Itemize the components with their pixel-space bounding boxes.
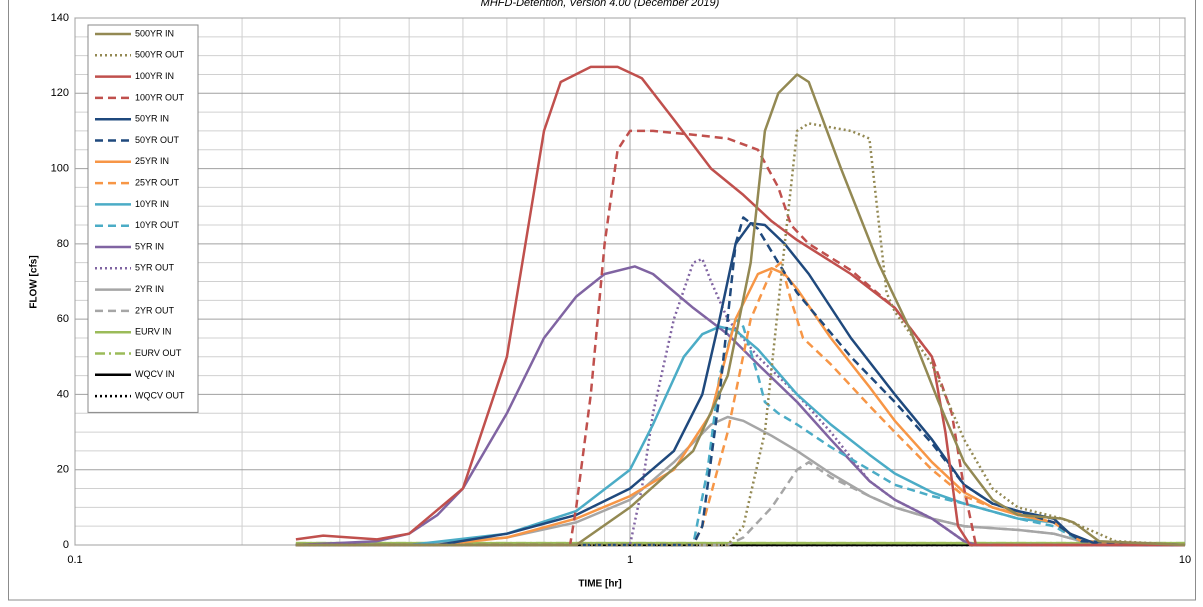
y-axis-label: FLOW [cfs] (29, 255, 40, 308)
legend-label: 500YR OUT (135, 50, 185, 60)
lines (295, 65, 1186, 547)
x-axis-label: TIME [hr] (578, 579, 621, 590)
series-line (295, 129, 1185, 547)
legend-label: WQCV OUT (135, 390, 185, 400)
y-tick-label: 140 (51, 12, 69, 24)
legend-label: EURV OUT (135, 348, 182, 358)
legend-label: 500YR IN (135, 28, 174, 38)
series-line (295, 221, 1185, 547)
y-tick-label: 120 (51, 87, 69, 99)
legend-label: 5YR IN (135, 241, 164, 251)
y-tick-label: 80 (57, 238, 69, 250)
x-tick-label: 0.1 (67, 554, 82, 566)
series-line (295, 325, 1186, 547)
y-tick-label: 60 (57, 313, 69, 325)
legend-label: 2YR IN (135, 284, 164, 294)
series-line (295, 73, 1186, 547)
x-tick-label: 1 (627, 554, 633, 566)
x-tick-label: 10 (1179, 554, 1191, 566)
series-line (295, 415, 1186, 547)
y-tick-label: 0 (63, 539, 69, 551)
legend-label: 25YR IN (135, 156, 169, 166)
series-line (295, 265, 1185, 547)
legend-label: 10YR OUT (135, 220, 180, 230)
y-tick-label: 20 (57, 464, 69, 476)
legend-label: 10YR IN (135, 199, 169, 209)
legend-box (87, 24, 199, 413)
legend-label: 100YR IN (135, 71, 174, 81)
legend-label: 25YR OUT (135, 177, 180, 187)
legend-label: 100YR OUT (135, 92, 185, 102)
series-line (295, 317, 1186, 547)
legend-label: WQCV IN (135, 369, 175, 379)
y-tick-label: 40 (57, 388, 69, 400)
series-line (295, 65, 1185, 547)
grid: 0 20 40 60 80 100 120 140 0.1 1 10 (51, 12, 1191, 566)
legend-label: 50YR OUT (135, 135, 180, 145)
legend-label: 5YR OUT (135, 263, 175, 273)
y-tick-label: 100 (51, 162, 69, 174)
legend: 500YR IN 500YR OUT 100YR IN 100YR OUT 50YR I… (87, 24, 199, 413)
legend-label: 50YR IN (135, 114, 169, 124)
legend-label: 2YR OUT (135, 305, 175, 315)
chart-title: MHFD-Detention, Version 4.00 (December 2… (481, 0, 720, 9)
legend-label: EURV IN (135, 327, 171, 337)
